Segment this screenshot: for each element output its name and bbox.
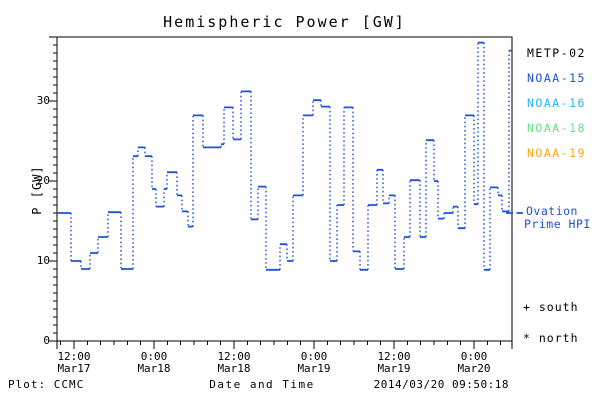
- legend-south-marker: + south: [523, 300, 579, 314]
- y-tick-label: 20: [36, 174, 50, 187]
- x-axis-title: Date and Time: [209, 378, 315, 391]
- x-tick-label: 0:00 Mar18: [122, 351, 186, 374]
- ovation-legend-label: Ovation Prime HPI: [524, 204, 591, 231]
- ovation-legend-line2: Prime HPI: [524, 217, 591, 231]
- x-tick-label: 12:00 Mar19: [362, 351, 426, 374]
- x-tick-label: 0:00 Mar20: [442, 351, 506, 374]
- legend-north-marker: * north: [523, 331, 579, 345]
- chart-title: Hemispheric Power [GW]: [163, 13, 406, 31]
- plot-timestamp: 2014/03/20 09:50:18: [373, 378, 509, 391]
- legend-item-noaa-19: NOAA-19: [527, 146, 586, 160]
- x-tick-time: 12:00: [377, 350, 411, 363]
- x-tick-label: 0:00 Mar19: [282, 351, 346, 374]
- y-axis-title: P [GW]: [30, 165, 44, 215]
- north-label: north: [538, 331, 579, 345]
- asterisk-symbol-icon: *: [523, 331, 531, 345]
- x-tick-time: 0:00: [140, 350, 168, 363]
- axis-ticks: [49, 36, 513, 349]
- x-tick-date: Mar19: [297, 361, 331, 375]
- x-tick-time: 0:00: [460, 350, 488, 363]
- legend-item-noaa-15: NOAA-15: [527, 71, 586, 85]
- ovation-prime-hpi-curve: [57, 41, 512, 271]
- x-tick-date: Mar18: [217, 361, 251, 375]
- y-tick-label: 10: [36, 254, 50, 267]
- axes-frame: [49, 36, 513, 349]
- x-tick-date: Mar19: [377, 361, 411, 375]
- y-tick-label: 30: [36, 94, 50, 107]
- x-tick-label: 12:00 Mar17: [42, 351, 106, 374]
- x-tick-time: 12:00: [217, 350, 251, 363]
- x-tick-label: 12:00 Mar18: [202, 351, 266, 374]
- legend-item-metp-02: METP-02: [527, 46, 586, 60]
- legend-item-noaa-18: NOAA-18: [527, 121, 586, 135]
- south-label: south: [538, 300, 579, 314]
- x-tick-time: 0:00: [300, 350, 328, 363]
- plus-symbol-icon: +: [523, 300, 531, 314]
- x-tick-time: 12:00: [57, 350, 91, 363]
- y-tick-label: 0: [43, 334, 50, 347]
- x-tick-date: Mar18: [137, 361, 171, 375]
- x-tick-date: Mar20: [457, 361, 491, 375]
- legend-item-noaa-16: NOAA-16: [527, 96, 586, 110]
- ovation-legend-line1: Ovation: [526, 204, 578, 218]
- x-tick-date: Mar17: [57, 361, 91, 375]
- plot-credit: Plot: CCMC: [8, 378, 85, 391]
